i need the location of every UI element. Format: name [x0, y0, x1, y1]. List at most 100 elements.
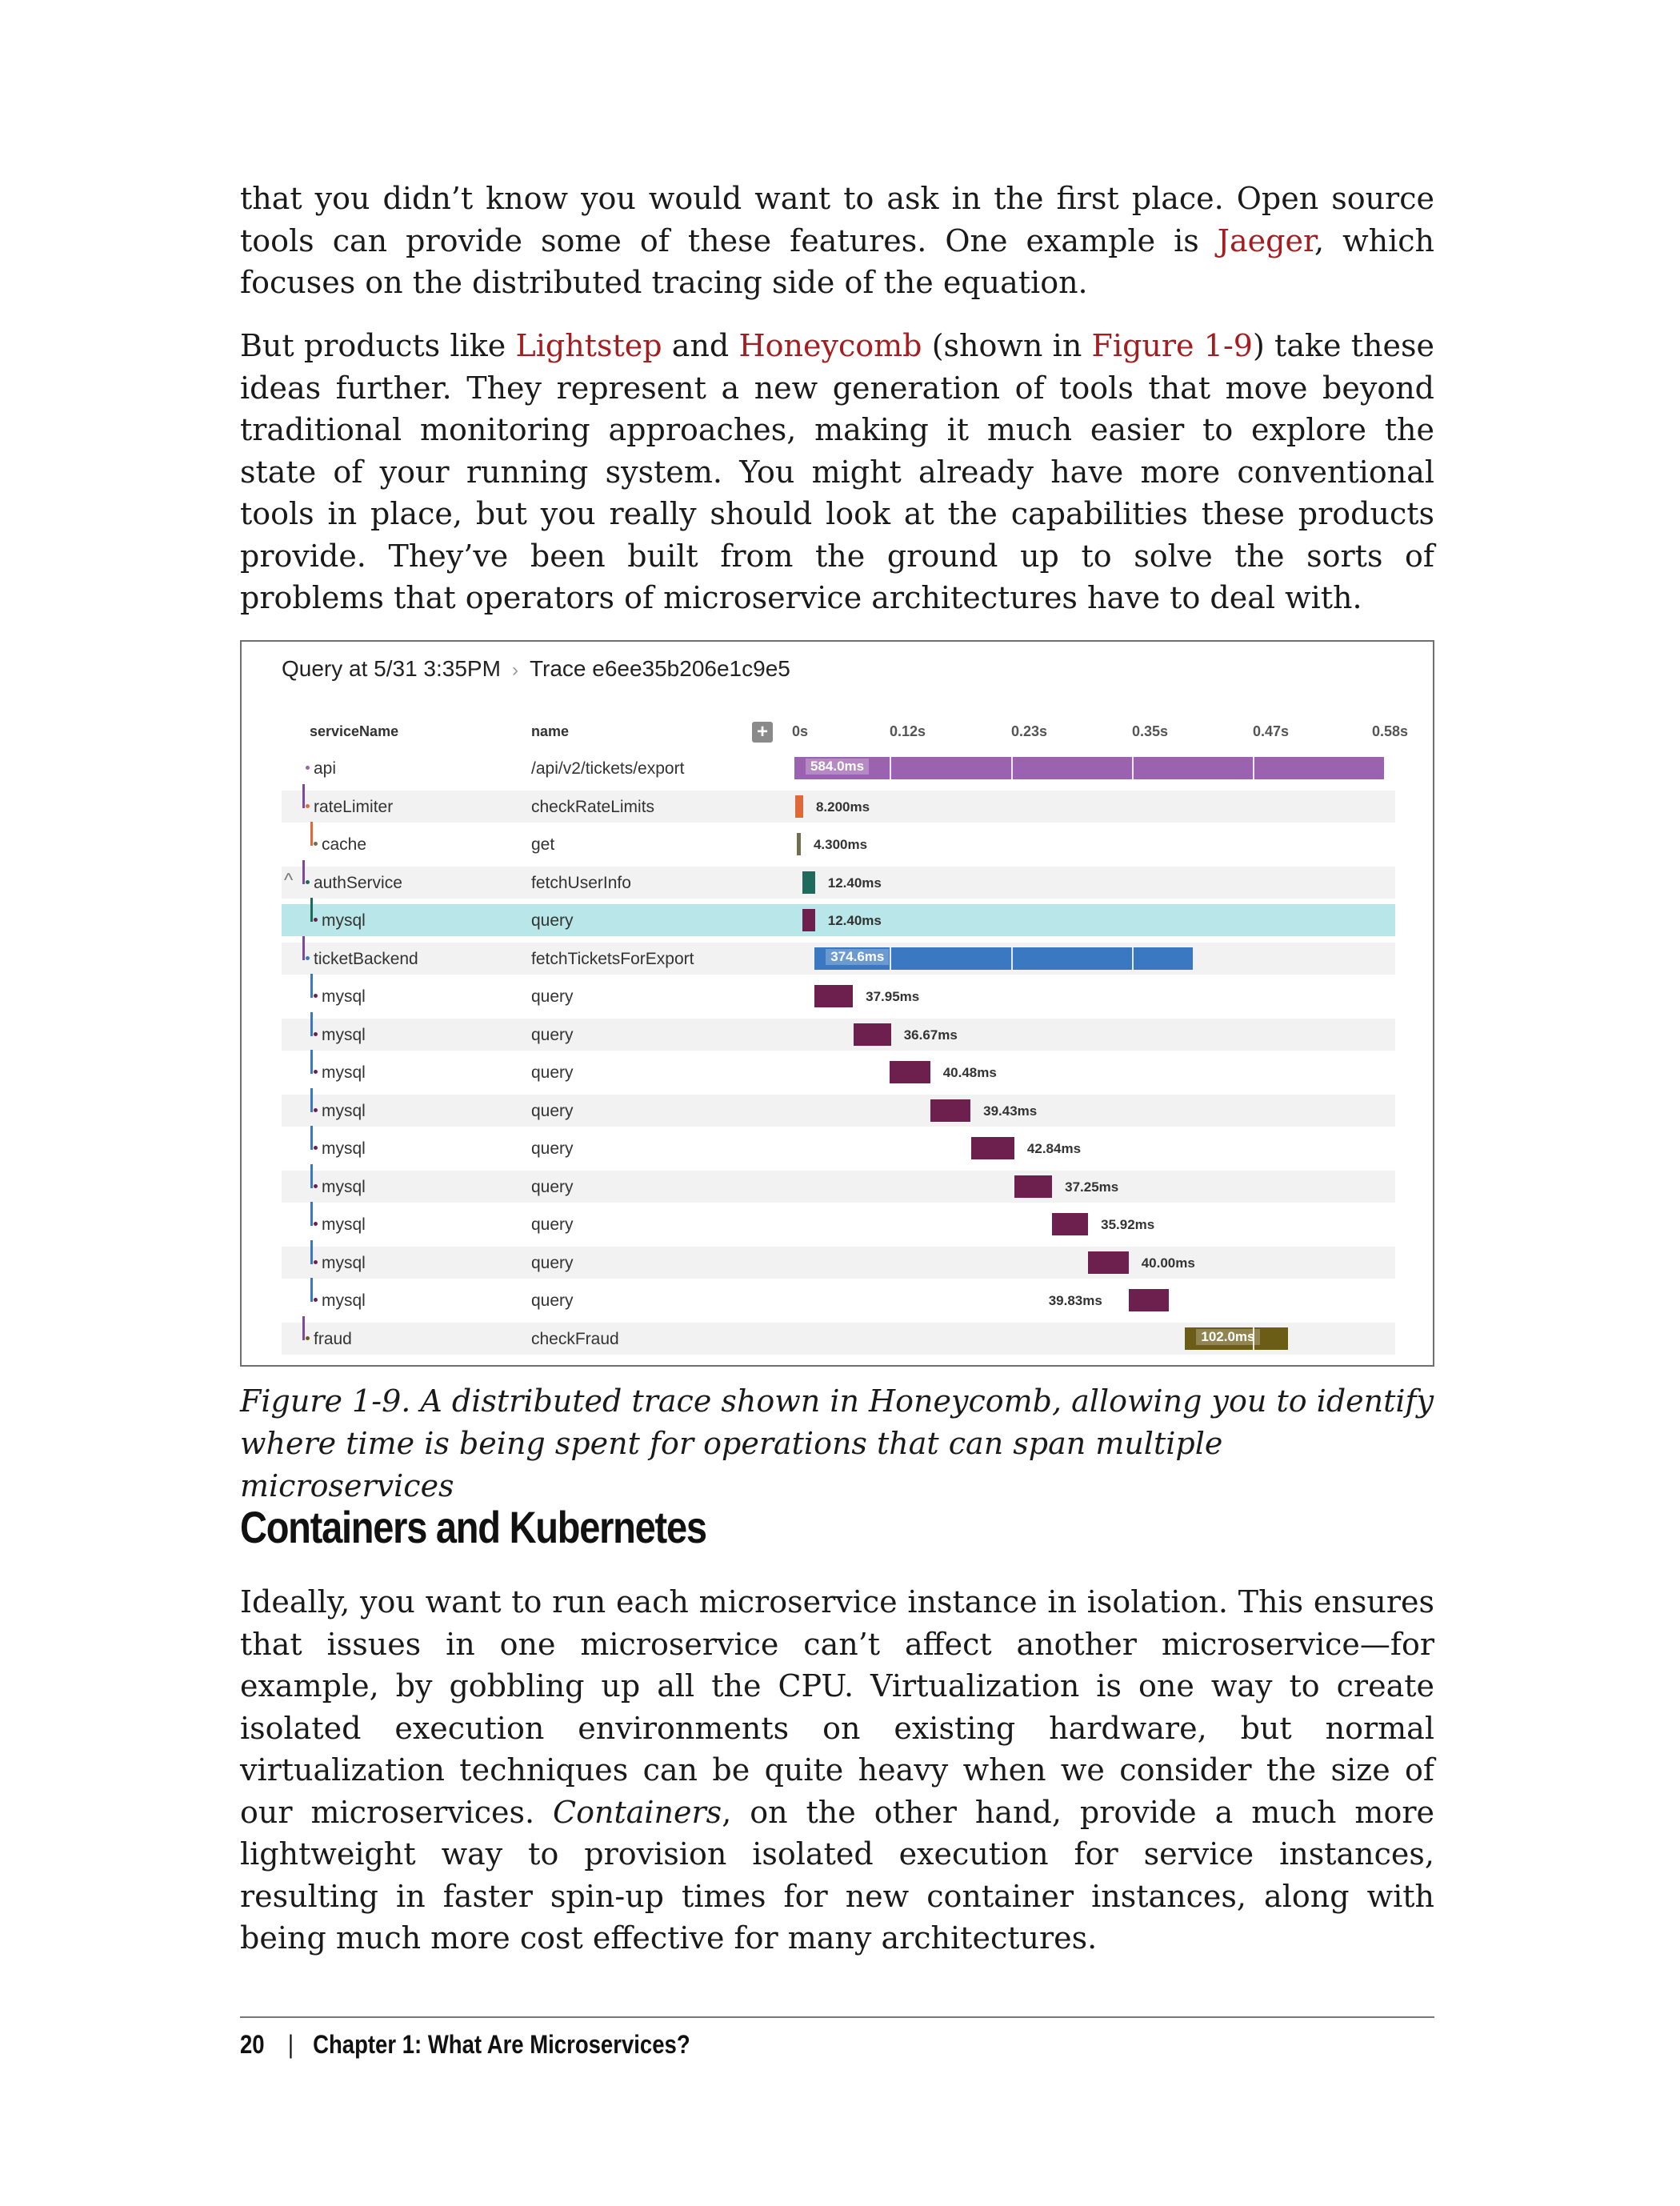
footer-separator: | — [287, 2030, 294, 2059]
bar-gridline — [1131, 947, 1134, 970]
span-operation-name: query — [531, 1215, 574, 1234]
lightstep-link[interactable]: Lightstep — [515, 328, 662, 363]
trace-span-row[interactable]: mysql query 40.00ms — [282, 1239, 1395, 1279]
span-service-name: mysql — [322, 987, 366, 1006]
timeline-tick: 0.35s — [1132, 723, 1169, 739]
span-duration-bar[interactable]: 584.0ms — [794, 757, 1384, 779]
trace-span-row[interactable]: cache get 4.300ms — [282, 822, 1395, 860]
timeline-tick: 0.12s — [890, 723, 926, 739]
paragraph-1-text-a: that you didn’t know you would want to a… — [240, 181, 1434, 258]
span-service-name: mysql — [322, 1253, 366, 1272]
span-node-icon — [314, 1107, 318, 1112]
trace-span-row[interactable]: mysql query 37.95ms — [282, 974, 1395, 1012]
trace-span-row[interactable]: mysql query 35.92ms — [282, 1202, 1395, 1240]
span-duration-bar[interactable] — [1128, 1289, 1169, 1311]
span-operation-name: query — [531, 1063, 574, 1082]
span-node-icon — [306, 803, 310, 808]
span-duration-bar[interactable] — [814, 985, 854, 1007]
span-operation-name: query — [531, 1025, 574, 1044]
footer-rule — [240, 2016, 1434, 2018]
span-duration-bar[interactable] — [930, 1099, 971, 1122]
span-duration-label: 8.200ms — [815, 799, 870, 815]
span-service-name: ticketBackend — [314, 949, 418, 968]
trace-span-row[interactable]: mysql query 36.67ms — [282, 1011, 1395, 1051]
span-duration-bar[interactable] — [1088, 1251, 1129, 1274]
span-service-name: mysql — [322, 1215, 366, 1234]
tree-connector — [310, 974, 313, 998]
timeline-tick: 0.23s — [1011, 723, 1048, 739]
trace-span-row[interactable]: mysql query 39.43ms — [282, 1087, 1395, 1127]
tree-connector — [310, 1050, 313, 1074]
span-node-icon — [314, 842, 318, 846]
column-header-name[interactable]: name — [531, 723, 570, 739]
paragraph-2: But products like Lightstep and Honeycom… — [240, 325, 1434, 619]
trace-screenshot: Query at 5/31 3:35PM › Trace e6ee35b206e1c… — [240, 640, 1434, 1367]
span-duration-bar[interactable] — [970, 1137, 1014, 1159]
figure-1-9-link[interactable]: Figure 1-9 — [1091, 328, 1253, 363]
trace-span-row[interactable]: mysql query 42.84ms — [282, 1126, 1395, 1164]
span-duration-bar[interactable] — [854, 1023, 891, 1046]
trace-span-row[interactable]: rateLimiter checkRateLimits 8.200ms — [282, 783, 1395, 823]
paragraph-2-text-c: (shown in — [922, 328, 1092, 363]
chapter-title: Chapter 1: What Are Microservices? — [313, 2030, 690, 2059]
span-duration-label: 40.48ms — [942, 1065, 997, 1080]
breadcrumb-query[interactable]: Query at 5/31 3:35PM — [282, 656, 501, 681]
span-duration-bar[interactable] — [1051, 1213, 1089, 1235]
span-duration-bar[interactable] — [794, 795, 803, 818]
span-service-name: mysql — [322, 1139, 366, 1158]
span-service-name: mysql — [322, 1177, 366, 1196]
breadcrumb-trace: Trace e6ee35b206e1c9e5 — [529, 656, 790, 681]
trace-span-row[interactable]: mysql query 40.48ms — [282, 1050, 1395, 1088]
span-service-name: cache — [322, 835, 367, 854]
span-node-icon — [314, 1146, 318, 1150]
span-duration-bar[interactable] — [802, 909, 815, 931]
span-duration-label: 102.0ms — [1196, 1328, 1260, 1345]
column-header-service[interactable]: serviceName — [310, 723, 399, 739]
trace-span-row[interactable]: api/api/v2/tickets/export 584.0ms — [282, 752, 1395, 784]
span-service-name: authService — [314, 873, 402, 892]
chevron-right-icon: › — [511, 659, 518, 681]
span-operation-name: query — [531, 987, 574, 1006]
span-service-name: mysql — [322, 1291, 366, 1310]
span-duration-label: 39.83ms — [1048, 1293, 1102, 1308]
add-column-button[interactable]: + — [752, 722, 773, 743]
collapse-icon[interactable]: ^ — [284, 869, 294, 891]
trace-span-row[interactable]: fraud checkFraud 102.0ms — [282, 1315, 1395, 1355]
span-duration-label: 12.40ms — [827, 875, 882, 891]
span-duration-bar[interactable]: 374.6ms — [814, 947, 1193, 970]
trace-span-row[interactable]: ticketBackend fetchTicketsForExport 374.6m… — [282, 935, 1395, 975]
span-service-name: mysql — [322, 911, 366, 930]
span-service-name: api — [314, 759, 337, 778]
jaeger-link[interactable]: Jaeger — [1217, 222, 1314, 258]
trace-span-row[interactable]: mysql query 37.25ms — [282, 1163, 1395, 1203]
span-service-name: mysql — [322, 1101, 366, 1120]
span-duration-label: 40.00ms — [1141, 1255, 1195, 1271]
honeycomb-link[interactable]: Honeycomb — [738, 328, 922, 363]
tree-connector — [302, 935, 305, 960]
paragraph-2-text-d: ) take these ideas further. They represe… — [240, 328, 1434, 615]
tree-connector — [310, 1011, 313, 1036]
span-operation-name: query — [531, 1139, 574, 1158]
span-node-icon — [314, 994, 318, 998]
span-operation-name: checkFraud — [531, 1329, 619, 1348]
bar-gridline — [1011, 757, 1013, 779]
tree-connector — [310, 822, 313, 846]
span-duration-bar[interactable]: 102.0ms — [1185, 1327, 1289, 1350]
span-duration-label: 37.95ms — [866, 989, 920, 1004]
paragraph-1-text-b: , which focuses on the distributed traci… — [240, 222, 1435, 301]
trace-span-row[interactable]: mysql query 12.40ms — [282, 898, 1395, 936]
span-duration-label: 37.25ms — [1065, 1179, 1119, 1195]
trace-span-row[interactable]: ^ authService fetchUserInfo 12.40ms — [282, 859, 1395, 899]
span-duration-label: 39.43ms — [983, 1103, 1038, 1119]
span-duration-bar[interactable] — [796, 833, 801, 855]
span-duration-label: 374.6ms — [826, 948, 890, 965]
paragraph-3-text-a: Ideally, you want to run each microservi… — [240, 1584, 1434, 1830]
tree-connector — [310, 898, 313, 922]
span-duration-bar[interactable] — [889, 1061, 930, 1083]
span-duration-bar[interactable] — [1014, 1175, 1053, 1198]
trace-span-row[interactable]: mysql query 39.83ms — [282, 1278, 1395, 1316]
span-duration-bar[interactable] — [802, 871, 815, 894]
span-operation-name: get — [531, 835, 555, 854]
span-node-icon — [306, 879, 310, 884]
